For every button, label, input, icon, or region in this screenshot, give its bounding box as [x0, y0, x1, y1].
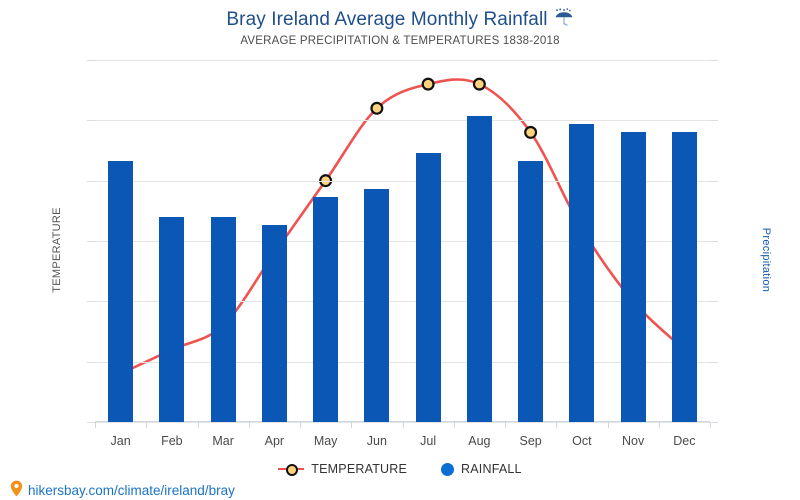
- right-axis-tickmark: [710, 180, 718, 182]
- left-axis-tickmark: [87, 120, 95, 122]
- x-axis-tickmark: [248, 422, 250, 428]
- left-axis-tickmark: [87, 301, 95, 303]
- gridline: [95, 301, 710, 303]
- rainfall-bar[interactable]: [671, 132, 697, 422]
- legend-label-rainfall: RAINFALL: [461, 462, 522, 476]
- x-axis-label: Apr: [264, 434, 285, 448]
- x-axis-label: Jun: [366, 434, 387, 448]
- x-axis-label: Dec: [673, 434, 696, 448]
- gridline: [95, 361, 710, 363]
- legend-item-rainfall[interactable]: RAINFALL: [441, 462, 522, 476]
- right-axis-tickmark: [710, 60, 718, 61]
- left-axis-tickmark: [87, 241, 95, 242]
- x-axis-label: Nov: [622, 434, 645, 448]
- rainfall-bar[interactable]: [620, 132, 646, 422]
- chart-legend: TEMPERATURE RAINFALL: [0, 462, 800, 476]
- temperature-point-marker[interactable]: Sep: 17 °C: [525, 127, 536, 138]
- x-axis-label: Sep: [519, 434, 542, 448]
- temperature-point-marker[interactable]: Jul: 19 °C: [423, 79, 434, 90]
- gridline: [95, 180, 710, 182]
- rainfall-bar[interactable]: [569, 124, 595, 422]
- x-axis-tickmark: [197, 422, 199, 428]
- right-axis-tickmark: [710, 120, 718, 122]
- temperature-line-path: [121, 79, 685, 373]
- left-axis-tickmark: [87, 361, 95, 363]
- x-axis-label: Feb: [161, 434, 183, 448]
- location-pin-icon: [10, 480, 23, 500]
- x-axis-tickmark: [607, 422, 609, 428]
- left-axis-tickmark: [87, 180, 95, 182]
- gridline: [95, 241, 710, 242]
- page-subtitle: AVERAGE PRECIPITATION & TEMPERATURES 183…: [240, 35, 560, 47]
- gridline: [95, 60, 710, 61]
- right-axis-title: Precipitation: [759, 227, 772, 293]
- left-axis-title: TEMPERATURE: [50, 207, 63, 293]
- x-axis-tickmark: [658, 422, 660, 428]
- rainfall-bar[interactable]: [159, 216, 185, 422]
- rainfall-bar[interactable]: [108, 160, 134, 422]
- x-axis-tickmark: [402, 422, 404, 428]
- rainfall-bar[interactable]: [466, 116, 492, 422]
- x-axis-tickmark: [351, 422, 353, 428]
- left-axis-tickmark: [87, 60, 95, 61]
- plot-area: Jan: 7 °CFeb: 8 °CMar: 9 °CApr: 12 °CMay…: [87, 60, 718, 448]
- x-axis-tickmark: [453, 422, 455, 428]
- x-axis-label: Jan: [110, 434, 131, 448]
- legend-item-temperature[interactable]: TEMPERATURE: [278, 462, 407, 476]
- x-axis-tickmark: [505, 422, 506, 428]
- temperature-point-marker[interactable]: Aug: 19 °C: [474, 79, 485, 90]
- x-axis-label: Oct: [572, 434, 592, 448]
- right-axis-tickmark: [710, 422, 718, 423]
- right-axis-tickmark: [710, 361, 718, 363]
- rainfall-bar[interactable]: [313, 196, 339, 422]
- x-axis-label: Aug: [468, 434, 491, 448]
- rainfall-bar[interactable]: [261, 224, 287, 422]
- x-axis-label: Jul: [420, 434, 437, 448]
- source-link[interactable]: hikersbay.com/climate/ireland/bray: [10, 480, 235, 500]
- page-title-text: Bray Ireland Average Monthly Rainfall: [226, 9, 548, 30]
- rainfall-bar[interactable]: [415, 152, 441, 422]
- x-axis-tickmark: [556, 422, 558, 428]
- rainfall-marker-icon: [441, 462, 455, 476]
- gridline: [95, 120, 710, 122]
- rainfall-bar[interactable]: [364, 188, 390, 422]
- x-axis-label: May: [313, 434, 338, 448]
- x-axis-tickmark: [95, 422, 96, 428]
- temperature-marker-icon: [278, 463, 305, 476]
- source-link-text: hikersbay.com/climate/ireland/bray: [28, 482, 235, 498]
- right-axis-tickmark: [710, 241, 718, 242]
- left-axis-tickmark: [87, 422, 95, 423]
- rainfall-bar[interactable]: [518, 160, 544, 422]
- umbrella-rain-icon: [554, 8, 574, 34]
- temperature-point-marker[interactable]: Jun: 18 °C: [371, 103, 382, 114]
- page-title: Bray Ireland Average Monthly Rainfall: [0, 8, 800, 34]
- x-axis-tickmark: [710, 422, 711, 428]
- x-axis-line: [95, 421, 710, 422]
- right-axis-tickmark: [710, 301, 718, 303]
- x-axis-tickmark: [300, 422, 301, 428]
- x-axis-tickmark: [146, 422, 148, 428]
- rainfall-bar[interactable]: [210, 216, 236, 422]
- legend-label-temperature: TEMPERATURE: [311, 462, 408, 476]
- x-axis-label: Mar: [212, 434, 234, 448]
